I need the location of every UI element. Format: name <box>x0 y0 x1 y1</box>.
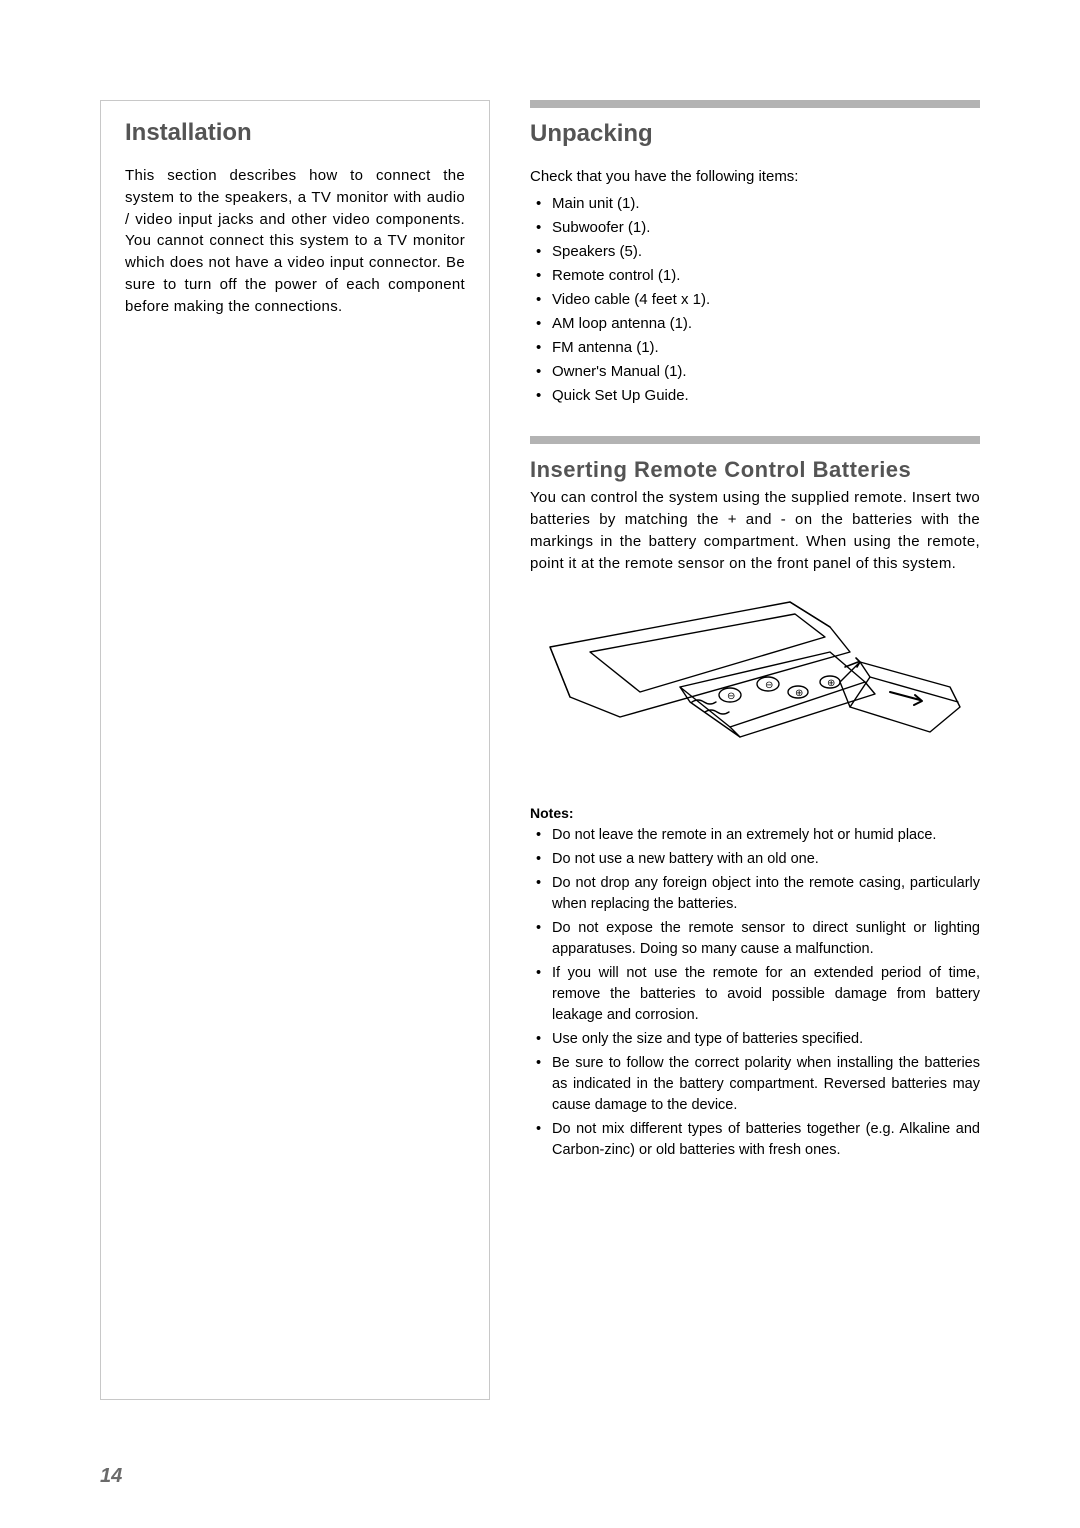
page-number: 14 <box>100 1465 122 1488</box>
right-column: Unpacking Check that you have the follow… <box>530 100 980 1400</box>
batteries-section: Inserting Remote Control Batteries You c… <box>530 436 980 1162</box>
installation-body: This section describes how to connect th… <box>125 165 465 317</box>
list-item: Speakers (5). <box>530 240 980 264</box>
list-item: Do not mix different types of batteries … <box>530 1119 980 1161</box>
list-item: Remote control (1). <box>530 264 980 288</box>
remote-illustration: ⊖ ⊖ ⊕ ⊕ <box>530 592 980 782</box>
list-item: Video cable (4 feet x 1). <box>530 288 980 312</box>
installation-box: Installation This section describes how … <box>100 100 490 1400</box>
batteries-body: You can control the system using the sup… <box>530 487 980 574</box>
svg-text:⊖: ⊖ <box>765 680 773 691</box>
list-item: AM loop antenna (1). <box>530 312 980 336</box>
svg-text:⊕: ⊕ <box>795 688 803 699</box>
section-divider <box>530 100 980 108</box>
notes-list: Do not leave the remote in an extremely … <box>530 825 980 1161</box>
batteries-title: Inserting Remote Control Batteries <box>530 456 980 484</box>
list-item: Owner's Manual (1). <box>530 360 980 384</box>
list-item: FM antenna (1). <box>530 336 980 360</box>
list-item: Main unit (1). <box>530 192 980 216</box>
list-item: Subwoofer (1). <box>530 216 980 240</box>
left-column: Installation This section describes how … <box>100 100 490 1400</box>
list-item: Do not leave the remote in an extremely … <box>530 825 980 846</box>
list-item: Be sure to follow the correct polarity w… <box>530 1053 980 1116</box>
svg-text:⊕: ⊕ <box>827 678 835 689</box>
list-item: Use only the size and type of batteries … <box>530 1029 980 1050</box>
unpacking-intro: Check that you have the following items: <box>530 166 980 188</box>
list-item: If you will not use the remote for an ex… <box>530 963 980 1026</box>
list-item: Do not expose the remote sensor to direc… <box>530 918 980 960</box>
unpacking-list: Main unit (1). Subwoofer (1). Speakers (… <box>530 192 980 408</box>
unpacking-title: Unpacking <box>530 120 980 148</box>
unpacking-section: Unpacking Check that you have the follow… <box>530 100 980 408</box>
list-item: Do not use a new battery with an old one… <box>530 849 980 870</box>
page-container: Installation This section describes how … <box>0 0 1080 1460</box>
notes-label: Notes: <box>530 805 980 821</box>
list-item: Quick Set Up Guide. <box>530 384 980 408</box>
svg-text:⊖: ⊖ <box>727 691 735 702</box>
list-item: Do not drop any foreign object into the … <box>530 873 980 915</box>
section-divider <box>530 436 980 444</box>
installation-title: Installation <box>125 119 465 147</box>
